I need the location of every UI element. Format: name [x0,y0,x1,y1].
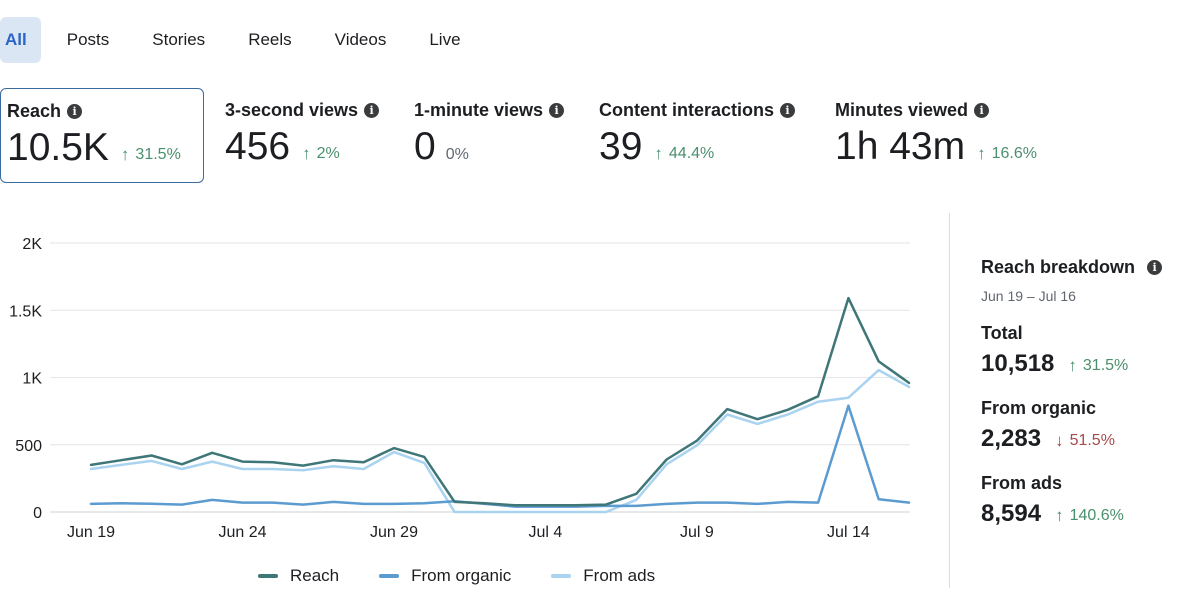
metric-change-value: 16.6% [991,145,1037,162]
metric-label: Content interactions i [599,100,818,121]
metric-value: 10.5K [7,126,109,169]
metric-change: ↑ 2% [302,144,340,164]
info-icon[interactable]: i [1147,260,1163,275]
info-icon[interactable]: i [67,104,83,119]
breakdown-value: 10,518 [981,350,1055,377]
divider [949,213,950,588]
tab-posts[interactable]: Posts [66,30,110,49]
metric-value: 456 [225,125,291,168]
x-tick-label: Jul 14 [827,524,870,541]
metric-value: 39 [599,125,643,168]
metric-card-reach[interactable]: Reach i 10.5K ↑ 31.5% [0,88,204,183]
metric-card-minutes-viewed[interactable]: Minutes viewed i 1h 43m ↑ 16.6% [829,88,1069,183]
breakdown-total: Total 10,518 ↑ 31.5% [981,323,1191,378]
breakdown-change-value: 140.6% [1069,507,1124,524]
arrow-up-icon: ↑ [654,144,663,163]
metric-value: 0 [414,125,436,168]
breakdown-value: 2,283 [981,425,1042,452]
x-tick-label: Jun 24 [218,524,266,541]
y-tick-label: 500 [15,438,42,455]
metric-card-content-interactions[interactable]: Content interactions i 39 ↑ 44.4% [593,88,818,183]
legend-item-reach[interactable]: Reach [258,566,339,586]
breakdown-change: ↓ 51.5% [1055,431,1115,451]
metric-change-value: 44.4% [668,145,715,162]
tab-stories[interactable]: Stories [152,30,206,49]
series-line-reach [89,296,911,507]
metric-label-text: Reach [7,101,62,121]
arrow-up-icon: ↑ [977,144,986,163]
legend-label: Reach [290,566,340,585]
metric-card-1-minute-views[interactable]: 1-minute views i 0 0% [408,88,583,183]
breakdown-change-value: 51.5% [1069,432,1115,449]
metric-card-3-second-views[interactable]: 3-second views i 456 ↑ 2% [219,88,399,183]
metric-change-value: 0% [445,146,469,163]
breakdown-date-range: Jun 19 – Jul 16 [981,288,1076,304]
x-tick-label: Jun 29 [370,524,418,541]
tab-reels[interactable]: Reels [248,30,292,49]
chart-legend: Reach From organic From ads [258,566,695,586]
reach-chart: 0 500 1K 1.5K 2K Jun 19 Jun 24 Jun 29 Jul 4 Jul 9… [0,220,930,595]
y-tick-label: 1.5K [9,303,42,320]
y-tick-label: 0 [33,505,42,522]
metric-label-text: 1-minute views [414,100,544,120]
metric-change-value: 2% [316,145,340,162]
series-line-organic [89,404,911,508]
legend-item-ads[interactable]: From ads [551,566,655,586]
arrow-up-icon: ↑ [120,145,130,164]
metric-label-text: Minutes viewed [835,100,969,120]
breakdown-title-text: Reach breakdown [981,257,1136,277]
tab-live[interactable]: Live [429,30,461,49]
legend-swatch-reach [258,574,278,578]
arrow-up-icon: ↑ [1055,506,1064,525]
x-tick-label: Jun 19 [67,524,115,541]
breakdown-label: From ads [981,473,1063,493]
breakdown-change: ↑ 31.5% [1068,356,1128,376]
breakdown-value: 8,594 [981,500,1042,527]
breakdown-change-value: 31.5% [1082,357,1129,374]
legend-label: From organic [411,566,512,585]
legend-swatch-ads [551,574,572,578]
metric-change: ↑ 44.4% [654,144,714,164]
metric-label-text: Content interactions [599,100,775,120]
metric-change: ↑ 31.5% [121,145,181,165]
arrow-up-icon: ↑ [302,144,311,163]
metric-change: ↑ 16.6% [977,144,1037,164]
metric-label: 1-minute views i [414,100,583,121]
breakdown-title: Reach breakdown i [981,257,1191,278]
metric-label: Minutes viewed i [835,100,1069,121]
x-tick-label: Jul 9 [680,524,714,541]
x-tick-label: Jul 4 [529,524,563,541]
info-icon[interactable]: i [974,103,990,118]
info-icon[interactable]: i [780,103,796,118]
breakdown-change: ↑ 140.6% [1055,506,1124,526]
arrow-up-icon: ↑ [1068,356,1077,375]
info-icon[interactable]: i [549,103,565,118]
y-tick-label: 2K [22,236,42,253]
legend-swatch-organic [379,574,400,578]
tab-all[interactable]: All [0,17,41,63]
series-line-ads [89,368,911,514]
y-tick-label: 1K [22,371,42,388]
tab-videos[interactable]: Videos [334,30,387,49]
legend-label: From ads [583,566,656,585]
breakdown-label: From organic [981,398,1097,418]
metric-change-value: 31.5% [135,146,181,163]
legend-item-organic[interactable]: From organic [379,566,511,586]
reach-breakdown-panel: Reach breakdown i Jun 19 – Jul 16 Total … [981,257,1191,528]
content-type-tabs: All Posts Stories Reels Videos Live [0,17,504,63]
breakdown-organic: From organic 2,283 ↓ 51.5% [981,398,1191,453]
breakdown-ads: From ads 8,594 ↑ 140.6% [981,473,1191,528]
metric-label: Reach i [7,101,203,122]
arrow-down-icon: ↓ [1055,431,1064,450]
metric-label: 3-second views i [225,100,399,121]
metric-label-text: 3-second views [225,100,359,120]
metric-value: 1h 43m [835,125,966,168]
reach-line-chart: 0 500 1K 1.5K 2K Jun 19 Jun 24 Jun 29 Jul 4 Jul 9… [9,236,911,541]
metric-change: 0% [446,146,469,164]
breakdown-label: Total [981,323,1023,343]
info-icon[interactable]: i [364,103,380,118]
